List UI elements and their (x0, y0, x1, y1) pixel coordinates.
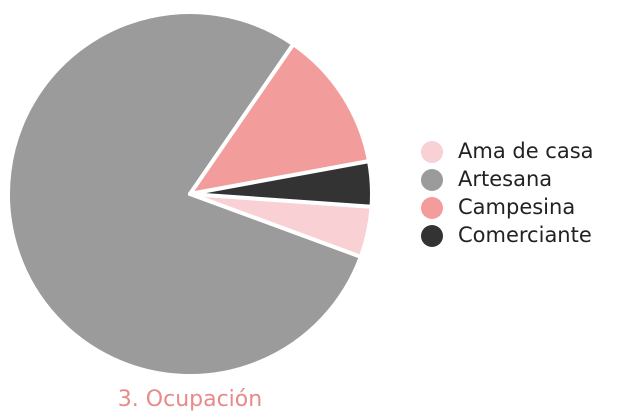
legend-label: Comerciante (458, 223, 592, 247)
legend-label: Ama de casa (458, 139, 594, 163)
chart-title: 3. Ocupación (118, 387, 262, 412)
legend-swatch (421, 225, 443, 247)
legend-swatch (421, 141, 443, 163)
legend-swatch (421, 197, 443, 219)
legend-label: Campesina (458, 195, 575, 219)
pie-slice (6, 10, 363, 378)
pie-slice (188, 159, 374, 209)
pie-slice (188, 42, 372, 196)
legend-label: Artesana (458, 167, 552, 191)
legend-swatch (421, 169, 443, 191)
